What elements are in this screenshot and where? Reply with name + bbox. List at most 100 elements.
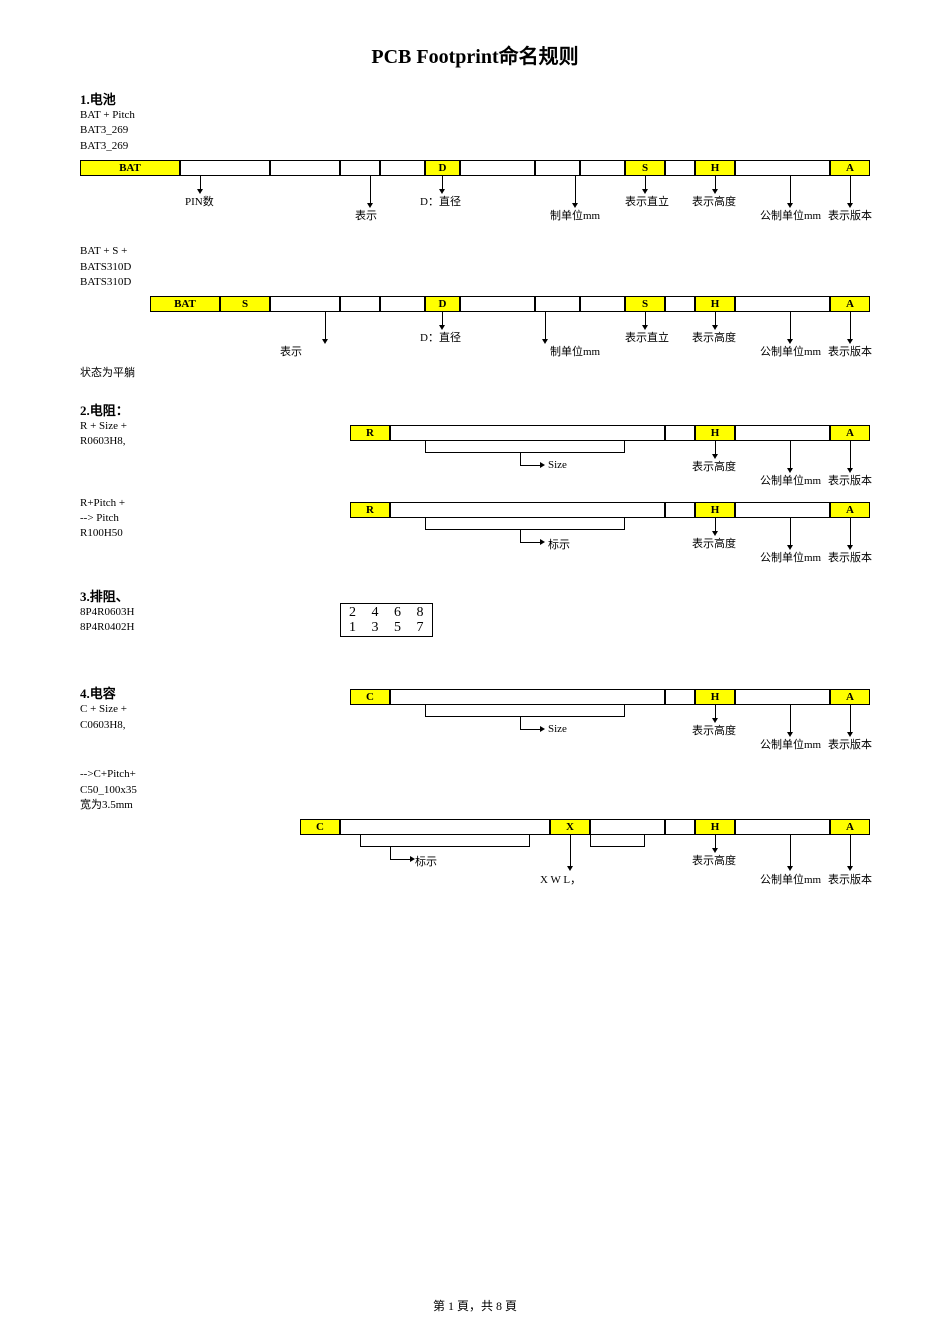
sec1-l2: BAT3_269 (80, 123, 870, 138)
cell-c4 (460, 296, 535, 312)
arrow-icon (442, 312, 443, 326)
cell-c2 (340, 296, 380, 312)
cell-c1 (270, 296, 340, 312)
cell-s: S (625, 160, 665, 176)
sec1-sub2: BATS310D (80, 260, 870, 275)
cell-h: H (695, 819, 735, 835)
pin-row1: 2 4 6 8 (349, 605, 430, 620)
cell-h: H (695, 160, 735, 176)
cell-a: A (830, 819, 870, 835)
ann-size: Size (548, 459, 567, 471)
arrow-icon (715, 835, 716, 849)
elbow-icon (390, 859, 410, 860)
cell-b7 (580, 160, 625, 176)
diagram-c2: C X H A 标示 X W L， 表示高度 公制单位mm 表示版本 (80, 819, 870, 899)
sec1-l3: BAT3_269 (80, 139, 870, 154)
ann-xwl: X W L， (540, 871, 581, 887)
arrow-icon (325, 312, 326, 340)
cell-b9 (735, 160, 830, 176)
diagram-bat1: BAT D S H A PIN数 表示 D：直径 制单位mm 表示直立 表示高度… (80, 160, 870, 230)
cell-r: R (350, 425, 390, 441)
ann-pubmm: 公制单位mm (760, 871, 821, 887)
ann-height: 表示高度 (692, 535, 736, 551)
arrow-icon (545, 312, 546, 340)
arrow-icon (200, 176, 201, 190)
arrow-icon (715, 441, 716, 455)
ann-pubmm: 公制单位mm (760, 472, 821, 488)
cell-rp1b (425, 518, 625, 530)
ann-stand: 表示直立 (625, 329, 669, 345)
cell-c3 (735, 689, 830, 705)
elbow-icon (520, 717, 521, 729)
cell-d: D (425, 296, 460, 312)
arrow-icon (790, 705, 791, 733)
cell-h: H (695, 502, 735, 518)
sec4-sub2: C50_100x35 (80, 783, 870, 798)
elbow-icon (520, 530, 521, 542)
ann-bs: 表示 (355, 207, 377, 223)
ann-stand: 表示直立 (625, 193, 669, 209)
cell-cx2 (590, 819, 665, 835)
arrow-icon (715, 176, 716, 190)
cell-h: H (695, 296, 735, 312)
sec1-head: 1.电池 (80, 89, 870, 108)
cell-cx2b (590, 835, 645, 847)
cell-x: X (550, 819, 590, 835)
arrow-icon (645, 312, 646, 326)
cell-c: C (350, 689, 390, 705)
arrow-icon (790, 176, 791, 204)
ann-pubmm: 公制单位mm (760, 736, 821, 752)
sec1-sub1: BAT + S + (80, 244, 870, 259)
ann-dia: D：直径 (420, 329, 461, 345)
cell-b2 (270, 160, 340, 176)
cell-r3 (735, 425, 830, 441)
ann-ver: 表示版本 (828, 736, 872, 752)
cell-a: A (830, 502, 870, 518)
cell-rp3 (735, 502, 830, 518)
ann-ver: 表示版本 (828, 207, 872, 223)
sec1-l1: BAT + Pitch (80, 108, 870, 123)
ann-pubmm: 公制单位mm (760, 549, 821, 565)
page-title: PCB Footprint命名规则 (80, 40, 870, 69)
arrow-icon (715, 705, 716, 719)
ann-bs: 表示 (280, 343, 302, 359)
ann-height: 表示高度 (692, 329, 736, 345)
arrow-icon (715, 312, 716, 326)
elbow-icon (520, 465, 540, 466)
cell-rp2 (665, 502, 695, 518)
pin-grid: 2 4 6 8 1 3 5 7 (340, 603, 433, 638)
cell-b8 (665, 160, 695, 176)
cell-c1b (425, 705, 625, 717)
cell-c: C (300, 819, 340, 835)
cell-cx4 (735, 819, 830, 835)
cell-c6 (580, 296, 625, 312)
ann-height: 表示高度 (692, 722, 736, 738)
cell-c5 (535, 296, 580, 312)
cell-a: A (830, 296, 870, 312)
sec1-sub3: BATS310D (80, 275, 870, 290)
ann-ver: 表示版本 (828, 549, 872, 565)
cell-b5 (460, 160, 535, 176)
diagram-bat2: BAT S D S H A 表示 D：直径 制单位mm 表示直立 表示高度 公制… (80, 296, 870, 366)
arrow-icon (790, 312, 791, 340)
cell-c8 (735, 296, 830, 312)
cell-b4 (380, 160, 425, 176)
ann-ver: 表示版本 (828, 343, 872, 359)
arrow-icon (850, 518, 851, 546)
cell-a: A (830, 689, 870, 705)
arrow-icon (442, 176, 443, 190)
cell-h: H (695, 425, 735, 441)
sec4-sub3: 宽为3.5mm (80, 798, 870, 813)
ann-pubmm: 公制单位mm (760, 343, 821, 359)
cell-rp1 (390, 502, 665, 518)
ann-ver: 表示版本 (828, 472, 872, 488)
ann-ver: 表示版本 (828, 871, 872, 887)
arrow-icon (575, 176, 576, 204)
cell-cx1b (360, 835, 530, 847)
arrow-icon (370, 176, 371, 204)
sec2-head: 2.电阻： (80, 400, 870, 419)
sec4-sub1: -->C+Pitch+ (80, 767, 870, 782)
cell-a: A (830, 425, 870, 441)
ann-dia: D：直径 (420, 193, 461, 209)
arrow-icon (570, 835, 571, 867)
